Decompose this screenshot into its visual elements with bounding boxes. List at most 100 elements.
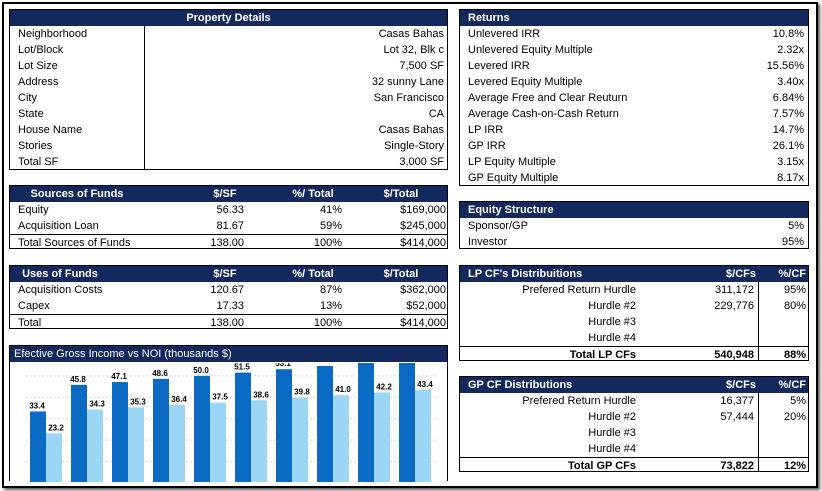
property-details-title: Property Details	[10, 10, 447, 26]
gp-header: GP CF Distributions $/CFs %/CF	[460, 377, 808, 393]
chart-bar-noi	[251, 400, 267, 482]
chart-data-label: 48.6	[152, 369, 168, 378]
uses-row: Acquisition Costs 120.67 87% $362,000	[10, 282, 447, 298]
sources-total-psf: 138.00	[210, 237, 244, 249]
sources-total: $169,000	[400, 204, 446, 216]
uses-header-label: Uses of Funds	[22, 268, 98, 280]
chart-data-label: 41.0	[335, 385, 351, 394]
uses-header: Uses of Funds $/SF %/ Total $/Total	[10, 266, 447, 282]
gp-cfs: 57,444	[720, 411, 754, 423]
property-row: Address 32 sunny Lane	[10, 74, 447, 90]
returns-label: LP Equity Multiple	[468, 156, 556, 168]
returns-panel: Returns Unlevered IRR 10.8% Unlevered Equi…	[459, 9, 809, 186]
returns-label: Average Free and Clear Reuturn	[468, 92, 628, 104]
property-details-panel: Property Details Neighborhood Casas Bahas…	[9, 9, 448, 170]
sources-row: Equity 56.33 41% $169,000	[10, 202, 447, 218]
property-value: Casas Bahas	[378, 124, 444, 136]
returns-value: 15.56%	[766, 60, 804, 72]
gp-panel: GP CF Distributions $/CFs %/CF Prefered …	[459, 376, 809, 472]
property-label: House Name	[18, 124, 83, 136]
chart-data-label: 36.4	[171, 395, 187, 404]
gp-header-label: GP CF Distributions	[468, 379, 573, 391]
chart-bar-noi	[292, 397, 308, 482]
lp-cfs: 311,172	[715, 284, 754, 296]
property-row: Lot Size 7,500 SF	[10, 58, 447, 74]
chart-data-label: 53.1	[275, 363, 291, 368]
sources-header-label: Sources of Funds	[30, 188, 124, 200]
lp-pct	[760, 330, 806, 346]
chart-bar-noi	[169, 405, 185, 482]
equity-structure-title: Equity Structure	[460, 202, 808, 218]
lp-cfs	[660, 314, 754, 330]
lp-cfs: 229,776	[714, 300, 754, 312]
lp-row: Hurdle #3	[460, 314, 808, 330]
chart-data-label: 54.6	[316, 363, 332, 365]
lp-total-row: Total LP CFs 540,948 88%	[460, 346, 808, 362]
chart-svg: 33.445.847.148.650.051.553.154.656.358.0…	[26, 363, 436, 482]
property-label: Total SF	[18, 156, 59, 168]
sources-header: Sources of Funds $/SF %/ Total $/Total	[10, 186, 447, 202]
lp-panel: LP CF's Distribuitions $/CFs %/CF Prefer…	[459, 265, 809, 361]
sources-total-label: Total Sources of Funds	[18, 237, 131, 249]
chart-bar-noi	[210, 402, 226, 482]
property-label: Lot Size	[18, 60, 58, 72]
property-value: 7,500 SF	[399, 60, 444, 72]
returns-row: Unlevered Equity Multiple 2.32x	[460, 42, 808, 58]
sources-header-total: $/Total	[383, 188, 419, 200]
gp-total-cfs: 73,822	[720, 460, 754, 472]
sources-row: Acquisition Loan 81.67 59% $245,000	[10, 218, 447, 234]
gp-total-pct: 12%	[783, 460, 806, 472]
chart-bar-egi	[358, 363, 374, 482]
chart-data-label: 39.8	[294, 388, 310, 397]
returns-row: GP IRR 26.1%	[460, 138, 808, 154]
gp-label: Prefered Return Hurdle	[522, 395, 636, 407]
equity-structure-panel: Equity Structure Sponsor/GP 5% Investor …	[459, 201, 809, 249]
lp-total-pct: 88%	[783, 349, 806, 361]
chart-data-label: 43.4	[417, 380, 433, 389]
returns-row: Average Cash-on-Cash Return 7.57%	[460, 106, 808, 122]
returns-value: 10.8%	[772, 28, 804, 40]
lp-label: Hurdle #2	[588, 300, 636, 312]
returns-row: GP Equity Multiple 8.17x	[460, 170, 808, 186]
property-value: Lot 32, Blk c	[383, 44, 444, 56]
uses-total-pct: 100%	[313, 317, 342, 329]
lp-rows: Prefered Return Hurdle 311,172 95% Hurdle #…	[460, 282, 808, 346]
gp-pct	[760, 441, 806, 457]
lp-total-cfs: 540,948	[714, 349, 754, 361]
chart-bar-noi	[415, 390, 431, 482]
uses-panel: Uses of Funds $/SF %/ Total $/Total Acqu…	[9, 265, 448, 329]
returns-value: 6.84%	[772, 92, 804, 104]
equity-value: 5%	[788, 220, 804, 232]
uses-row: Capex 17.33 13% $52,000	[10, 298, 447, 314]
returns-label: GP Equity Multiple	[468, 172, 559, 184]
chart-bar-noi	[333, 395, 349, 482]
property-row: Lot/Block Lot 32, Blk c	[10, 42, 447, 58]
uses-total-value: $414,000	[400, 317, 446, 329]
uses-total-psf: 138.00	[210, 317, 244, 329]
uses-total: $52,000	[406, 300, 446, 312]
returns-label: Average Cash-on-Cash Return	[468, 108, 619, 120]
sources-pct: 59%	[319, 220, 342, 232]
property-row: Stories Single-Story	[10, 138, 447, 154]
chart-title: Efective Gross Income vs NOI (thousands …	[10, 346, 447, 362]
chart-data-label: 33.4	[29, 401, 45, 410]
sources-pct: 41%	[319, 204, 342, 216]
property-label: Address	[18, 76, 59, 88]
returns-label: Unlevered Equity Multiple	[468, 44, 593, 56]
sources-label: Acquisition Loan	[18, 220, 99, 232]
returns-label: Unlevered IRR	[468, 28, 541, 40]
returns-row: Average Free and Clear Reuturn 6.84%	[460, 90, 808, 106]
chart-bar-noi	[128, 407, 144, 482]
chart-bar-noi	[46, 433, 62, 482]
gp-cfs	[660, 425, 754, 441]
returns-value: 14.7%	[772, 124, 804, 136]
property-label: Lot/Block	[18, 44, 64, 56]
equity-row: Investor 95%	[460, 234, 808, 250]
sources-total-row: Total Sources of Funds 138.00 100% $414,…	[10, 234, 447, 250]
lp-total-label: Total LP CFs	[569, 349, 636, 361]
uses-header-psf: $/SF	[213, 268, 237, 280]
chart-data-label: 45.8	[70, 375, 86, 384]
uses-pct: 87%	[319, 284, 342, 296]
uses-header-total: $/Total	[383, 268, 419, 280]
uses-total-row: Total 138.00 100% $414,000	[10, 314, 447, 330]
